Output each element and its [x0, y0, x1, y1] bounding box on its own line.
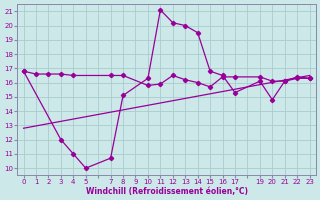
X-axis label: Windchill (Refroidissement éolien,°C): Windchill (Refroidissement éolien,°C)	[85, 187, 248, 196]
